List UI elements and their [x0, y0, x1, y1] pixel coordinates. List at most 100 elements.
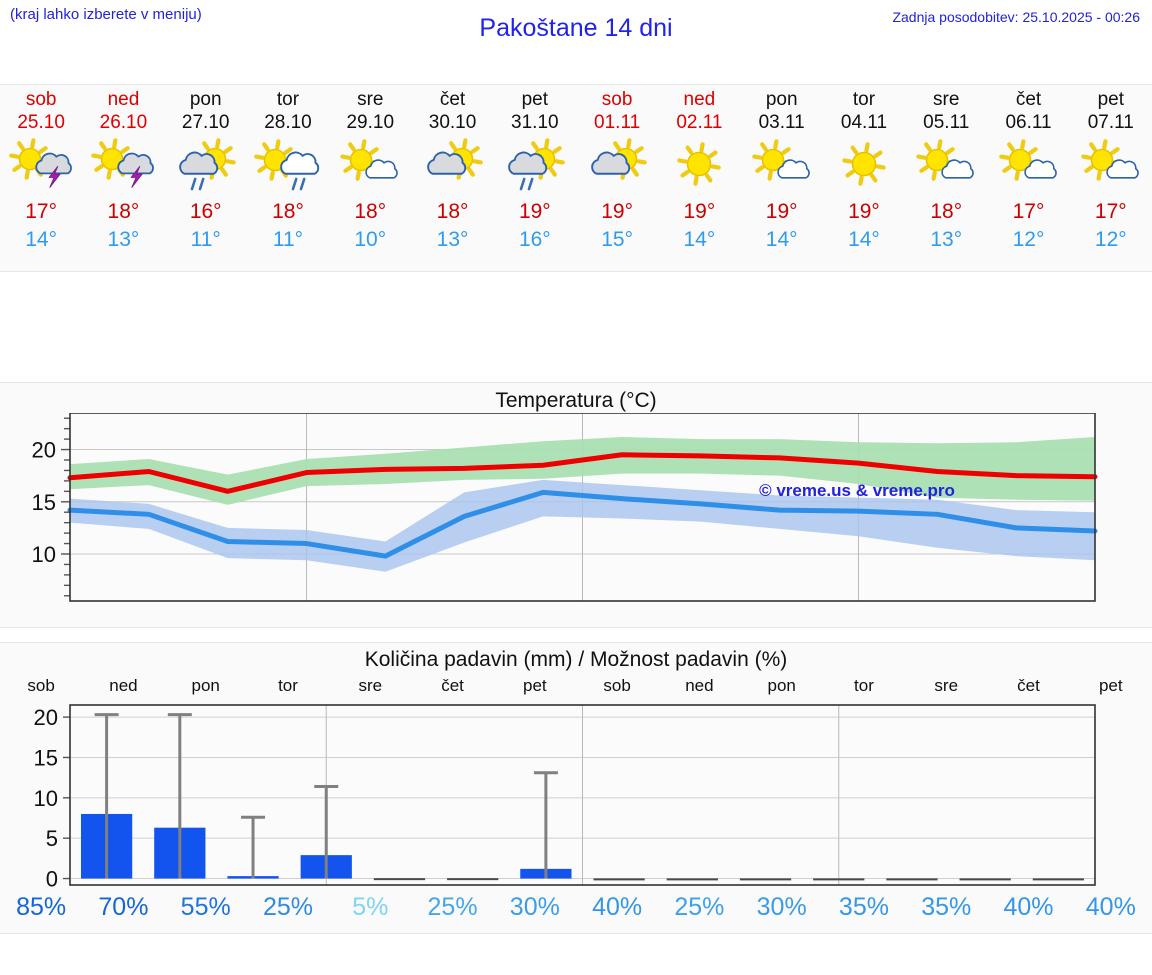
svg-text:20: 20	[32, 438, 56, 463]
menu-hint-text: (kraj lahko izberete v meniju)	[10, 6, 202, 23]
forecast-day-column[interactable]: čet 30.10 18° 13°	[411, 85, 493, 271]
weather-sun-cloud-small-icon	[991, 137, 1067, 195]
forecast-day-strip: sob 25.10 17° 14° ned 26.10 18° 13° pon 27.10 16° 1…	[0, 84, 1152, 272]
min-temperature-label: 13°	[436, 228, 469, 251]
max-temperature-label: 18°	[272, 200, 304, 223]
day-of-week-label: sre	[933, 89, 960, 110]
forecast-day-column[interactable]: tor 04.11 19° 14°	[823, 85, 905, 271]
day-of-week-label: sob	[25, 89, 57, 110]
day-date-label: 30.10	[428, 112, 477, 133]
svg-text:15: 15	[34, 745, 58, 770]
forecast-day-column[interactable]: pon 03.11 19° 14°	[741, 85, 823, 271]
svg-text:15: 15	[32, 490, 56, 515]
min-temperature-label: 10°	[354, 228, 387, 251]
svg-text:10: 10	[34, 786, 58, 811]
precipitation-day-labels: sob ned pon tor sre čet pet sob ned pon tor sre čet p…	[0, 676, 1152, 698]
min-temperature-label: 13°	[107, 228, 140, 251]
max-temperature-label: 17°	[25, 200, 58, 223]
svg-text:0: 0	[46, 867, 58, 892]
precipitation-probability-label: 40%	[592, 893, 643, 921]
precipitation-probability-label: 55%	[180, 893, 231, 921]
forecast-day-column[interactable]: sob 25.10 17° 14°	[0, 85, 82, 271]
precipitation-probability-label: 40%	[1003, 893, 1054, 921]
precipitation-chart-svg: 0 5 10 15 20	[34, 704, 1096, 892]
day-date-label: 31.10	[511, 112, 559, 133]
precipitation-probability-label: 35%	[921, 893, 972, 921]
max-temperature-label: 19°	[765, 200, 798, 223]
svg-text:5: 5	[46, 826, 58, 851]
min-temperature-label: 14°	[848, 228, 880, 251]
day-of-week-label: tor	[852, 89, 876, 110]
precipitation-day-label: sob	[603, 676, 631, 695]
min-temperature-label: 11°	[272, 228, 304, 251]
max-temperature-label: 17°	[1094, 200, 1127, 223]
max-temperature-label: 19°	[518, 200, 551, 223]
forecast-day-column[interactable]: ned 26.10 18° 13°	[82, 85, 164, 271]
weather-sun-cloud-small-icon	[1073, 137, 1149, 195]
min-temperature-label: 14°	[683, 228, 716, 251]
precipitation-probability-label: 5%	[352, 893, 389, 921]
forecast-day-column[interactable]: tor 28.10 18° 11°	[247, 85, 329, 271]
max-temperature-label: 19°	[683, 200, 716, 223]
max-temperature-label: 16°	[189, 200, 222, 223]
max-temperature-label: 18°	[436, 200, 469, 223]
forecast-day-column[interactable]: pon 27.10 16° 11°	[165, 85, 247, 271]
precipitation-day-label: pet	[1098, 676, 1123, 695]
day-of-week-label: sob	[601, 89, 633, 110]
day-date-label: 07.11	[1087, 112, 1134, 133]
max-temperature-label: 18°	[354, 200, 387, 223]
page-header: (kraj lahko izberete v meniju) Pakoštane…	[0, 0, 1152, 48]
precipitation-day-label: sob	[27, 676, 55, 695]
day-date-label: 26.10	[99, 112, 148, 133]
day-date-label: 05.11	[923, 112, 970, 133]
precipitation-day-label: sre	[934, 676, 959, 695]
precipitation-chart-panel: Količina padavin (mm) / Možnost padavin …	[0, 642, 1152, 934]
precipitation-day-label: pet	[523, 676, 547, 695]
svg-text:20: 20	[34, 705, 58, 730]
precipitation-day-label: tor	[278, 676, 298, 695]
max-temperature-label: 19°	[848, 200, 880, 223]
max-temperature-label: 17°	[1012, 200, 1045, 223]
last-updated-text: Zadnja posodobitev: 25.10.2025 - 00:26	[892, 9, 1140, 25]
precipitation-probability-label: 30%	[756, 893, 807, 921]
precipitation-day-label: čet	[1017, 676, 1040, 695]
min-temperature-label: 12°	[1012, 228, 1045, 251]
min-temperature-label: 14°	[25, 228, 58, 251]
forecast-day-column[interactable]: pet 07.11 17° 12°	[1070, 85, 1152, 271]
precipitation-probability-label: 35%	[838, 893, 889, 921]
weather-sun-icon	[826, 137, 902, 195]
temperature-chart-panel: Temperatura (°C) 10 15 20 © vreme.us & vrem…	[0, 382, 1152, 628]
precipitation-day-label: sre	[358, 676, 383, 695]
day-date-label: 02.11	[676, 112, 723, 133]
day-date-label: 27.10	[181, 112, 230, 133]
weather-cloud-sun-icon	[415, 137, 491, 195]
weather-cloud-sun-icon	[579, 137, 655, 195]
min-temperature-label: 12°	[1094, 228, 1127, 251]
max-temperature-label: 18°	[930, 200, 963, 223]
forecast-day-column[interactable]: sob 01.11 19° 15°	[576, 85, 658, 271]
precipitation-chart-title: Količina padavin (mm) / Možnost padavin …	[364, 648, 788, 671]
weather-sun-cloud-small-icon	[332, 137, 408, 195]
day-of-week-label: pon	[765, 89, 798, 110]
day-date-label: 03.11	[758, 112, 805, 133]
precipitation-probability-label: 25%	[674, 893, 725, 921]
max-temperature-label: 19°	[601, 200, 633, 223]
temperature-chart-svg: 10 15 20 © vreme.us & vreme.pro	[32, 413, 1098, 602]
day-date-label: 06.11	[1005, 112, 1052, 133]
day-of-week-label: ned	[683, 89, 716, 110]
precipitation-probability-label: 40%	[1085, 893, 1136, 921]
precipitation-day-label: tor	[854, 676, 874, 695]
forecast-day-column[interactable]: pet 31.10 19° 16°	[494, 85, 576, 271]
copyright-watermark: © vreme.us & vreme.pro	[759, 481, 955, 500]
forecast-day-column[interactable]: sre 05.11 18° 13°	[905, 85, 987, 271]
forecast-day-column[interactable]: sre 29.10 18° 10°	[329, 85, 411, 271]
precipitation-day-label: čet	[441, 676, 464, 695]
weather-sun-cloud-small-icon	[744, 137, 820, 195]
precipitation-day-label: pon	[767, 676, 796, 695]
forecast-day-column[interactable]: čet 06.11 17° 12°	[987, 85, 1069, 271]
min-temperature-label: 11°	[190, 228, 221, 251]
page-title: Pakoštane 14 dni	[479, 14, 673, 42]
forecast-day-column[interactable]: ned 02.11 19° 14°	[658, 85, 740, 271]
weather-sun-cloud-thunder-icon	[85, 137, 161, 195]
precipitation-probability-label: 70%	[98, 893, 149, 921]
